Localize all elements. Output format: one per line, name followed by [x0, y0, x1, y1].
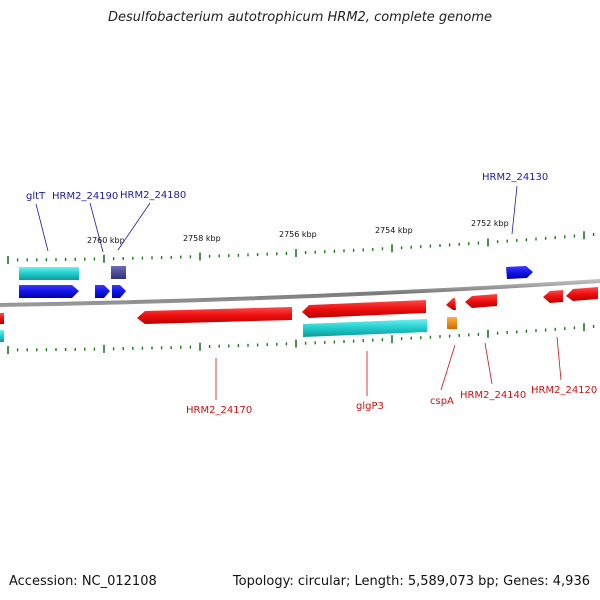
HRM2_24170-gene[interactable]	[137, 307, 292, 324]
label-HRM2_24120[interactable]: HRM2_24120	[531, 385, 597, 396]
HRM2_24180-feature[interactable]	[111, 266, 126, 279]
scale-label-2752: 2752 kbp	[471, 219, 509, 228]
HRM2_24120-gene[interactable]	[543, 290, 563, 303]
edge-feature-left[interactable]	[0, 330, 4, 342]
accession-text: Accession: NC_012108	[9, 574, 157, 589]
label-HRM2_24130[interactable]: HRM2_24130	[482, 172, 548, 183]
scale-label-2760: 2760 kbp	[87, 236, 125, 245]
glgP3-gene-upper[interactable]	[302, 300, 426, 318]
label-HRM2_24190[interactable]: HRM2_24190	[52, 191, 118, 202]
HRM2_24130-gene[interactable]	[506, 266, 533, 279]
cspA-feature[interactable]	[447, 317, 457, 329]
scale-label-2754: 2754 kbp	[375, 226, 413, 235]
HRM2_24130-leader	[511, 185, 518, 235]
label-HRM2_24180[interactable]: HRM2_24180	[120, 190, 186, 201]
gltT-leader	[35, 203, 49, 252]
label-HRM2_24170[interactable]: HRM2_24170	[186, 405, 252, 416]
label-gltT[interactable]: gltT	[26, 191, 46, 202]
HRM2_24180-gene[interactable]	[112, 285, 126, 298]
cspA-gene[interactable]	[446, 298, 456, 310]
label-glgP3[interactable]: glgP3	[356, 401, 384, 412]
HRM2_24140-gene[interactable]	[465, 294, 497, 308]
outer-tick-ring	[7, 231, 595, 264]
genome-summary-text: Topology: circular; Length: 5,589,073 bp…	[232, 574, 590, 589]
edge-gene-left[interactable]	[0, 313, 4, 324]
glgP3-feature[interactable]	[303, 319, 427, 337]
edge-gene-right[interactable]	[566, 287, 598, 301]
label-HRM2_24140[interactable]: HRM2_24140	[460, 390, 526, 401]
scale-label-2756: 2756 kbp	[279, 230, 317, 239]
genome-backbone	[0, 279, 600, 307]
HRM2_24140-leader	[484, 342, 493, 385]
cspA-leader	[440, 344, 456, 391]
inner-tick-ring	[7, 323, 595, 354]
scale-label-2758: 2758 kbp	[183, 234, 221, 243]
gltT-feature[interactable]	[19, 267, 79, 280]
map-title: Desulfobacterium autotrophicum HRM2, com…	[107, 10, 493, 25]
label-cspA[interactable]: cspA	[430, 396, 454, 407]
HRM2_24190-gene[interactable]	[95, 285, 110, 298]
HRM2_24190-leader	[89, 202, 104, 253]
HRM2_24180-leader	[117, 202, 151, 251]
HRM2_24120-leader	[556, 336, 562, 381]
gltT-gene[interactable]	[19, 285, 79, 298]
